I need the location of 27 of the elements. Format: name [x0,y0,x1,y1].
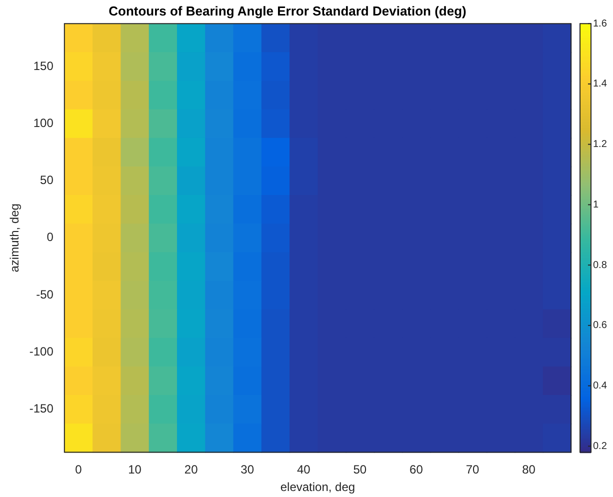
x-tick-label: 10 [128,462,142,477]
x-axis-title: elevation, deg [280,480,356,494]
x-tick-label: 80 [522,462,536,477]
x-tick-label: 40 [296,462,311,477]
color-bar-label: 0.6 [593,320,608,332]
color-bar-label: 1.6 [593,18,608,30]
x-tick-label: 70 [466,462,480,477]
color-bar-label: 1.2 [593,139,608,150]
x-tick-label: 60 [410,462,424,477]
color-bar-label: 0.8 [593,260,608,271]
y-axis-title: azimuth, deg [8,204,22,272]
color-bar-label: 0.2 [593,440,608,452]
y-tick-label: 0 [46,230,54,244]
y-tick-label: 150 [33,58,54,73]
color-bar-label: 1.4 [593,78,608,90]
y-tick-label: -150 [29,402,54,416]
x-tick-label: 20 [184,462,198,477]
chart-title: Contours of Bearing Angle Error Standard Deviation (deg) [108,3,466,18]
y-tick-label: 100 [33,116,54,130]
y-tick-label: -100 [29,344,54,359]
color-bar-label: 1 [593,199,599,210]
color-bar-label: 0.4 [593,380,608,392]
x-tick-label: 0 [75,462,82,477]
x-tick-label: 30 [240,462,254,477]
y-tick-label: 50 [40,173,54,188]
y-tick-label: -50 [36,287,54,302]
x-tick-label: 50 [353,462,367,477]
